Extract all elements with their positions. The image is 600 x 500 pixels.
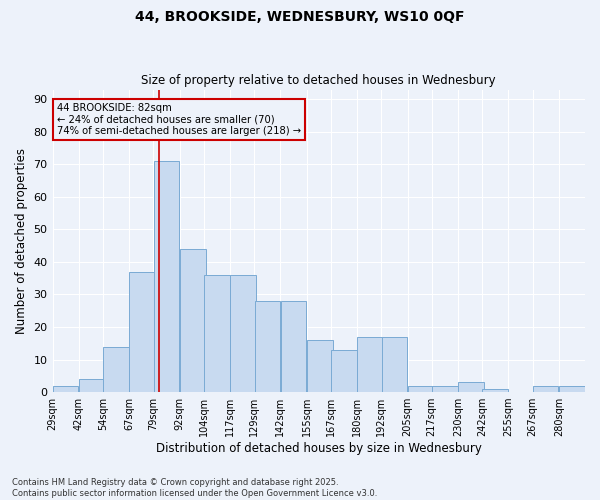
Bar [130,272,155,392]
Text: 44 BROOKSIDE: 82sqm
← 24% of detached houses are smaller (70)
74% of semi-detach: 44 BROOKSIDE: 82sqm ← 24% of detached ho… [56,102,301,136]
Text: 44, BROOKSIDE, WEDNESBURY, WS10 0QF: 44, BROOKSIDE, WEDNESBURY, WS10 0QF [135,10,465,24]
Bar [53,386,79,392]
Bar [482,389,508,392]
Y-axis label: Number of detached properties: Number of detached properties [15,148,28,334]
Bar [281,301,307,392]
Bar [559,386,584,392]
Bar [358,337,383,392]
Title: Size of property relative to detached houses in Wednesbury: Size of property relative to detached ho… [142,74,496,87]
Bar [154,161,179,392]
Bar [103,346,129,392]
Bar [254,301,280,392]
Bar [458,382,484,392]
Bar [307,340,332,392]
Bar [432,386,458,392]
Text: Contains HM Land Registry data © Crown copyright and database right 2025.
Contai: Contains HM Land Registry data © Crown c… [12,478,377,498]
Bar [79,379,104,392]
Bar [533,386,559,392]
Bar [331,350,357,392]
Bar [408,386,433,392]
X-axis label: Distribution of detached houses by size in Wednesbury: Distribution of detached houses by size … [156,442,482,455]
Bar [230,275,256,392]
Bar [204,275,230,392]
Bar [382,337,407,392]
Bar [180,249,206,392]
